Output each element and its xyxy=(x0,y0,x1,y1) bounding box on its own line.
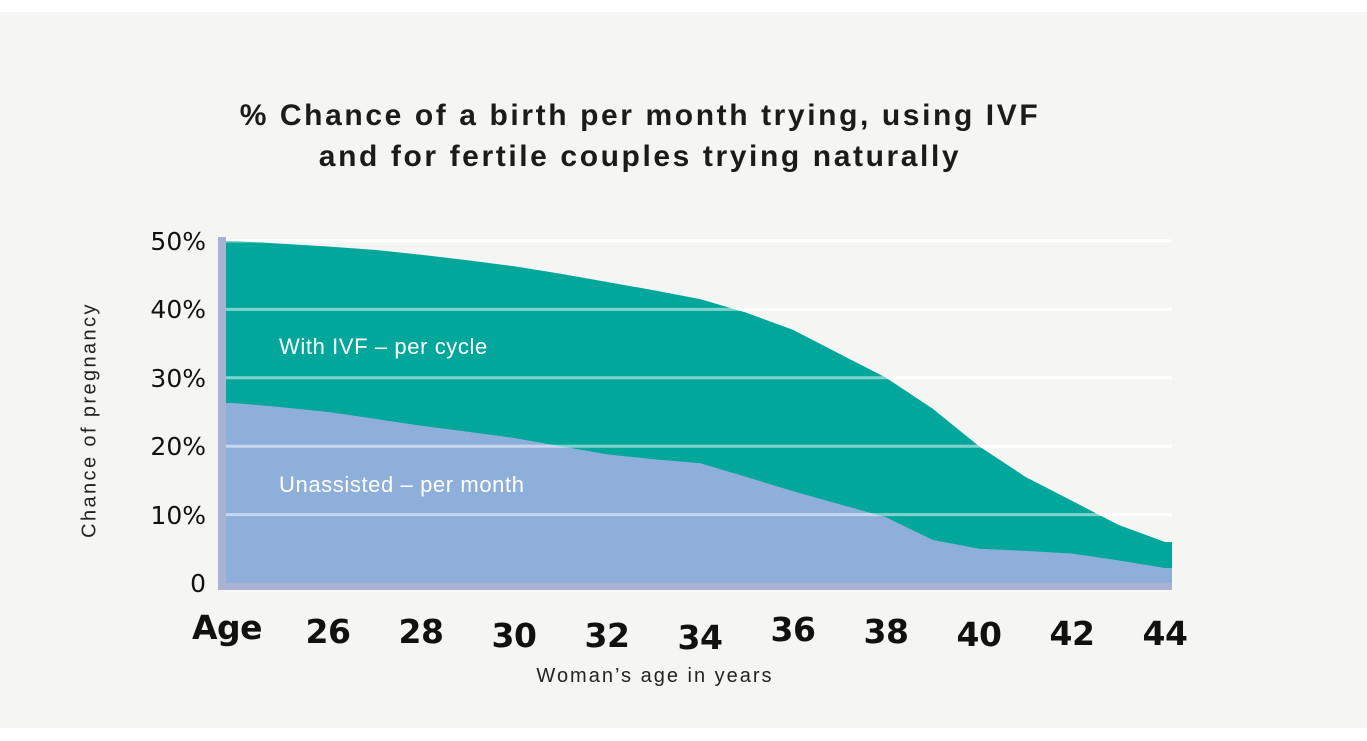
y-tick-label: 10% xyxy=(150,501,206,530)
chart-title-line1: % Chance of a birth per month trying, us… xyxy=(239,99,1041,132)
x-tick-label: 30 xyxy=(491,616,537,655)
y-tick-label: 50% xyxy=(150,227,206,256)
y-tick-label: 30% xyxy=(150,364,206,393)
series-label-ivf: With IVF – per cycle xyxy=(279,334,488,359)
area-series-1 xyxy=(226,403,1172,583)
x-tick-label: 42 xyxy=(1049,614,1095,653)
y-axis-bar xyxy=(218,237,226,590)
x-axis-baseline xyxy=(218,583,1172,590)
x-tick-label: 34 xyxy=(677,618,723,657)
x-tick-label: 32 xyxy=(584,616,630,655)
x-tick-label: 26 xyxy=(305,612,351,651)
x-tick-label-age: Age xyxy=(191,608,263,647)
y-tick-label: 0 xyxy=(190,569,206,598)
y-tick-label: 20% xyxy=(150,432,206,461)
x-tick-label: 40 xyxy=(956,615,1002,654)
y-tick-label: 40% xyxy=(150,295,206,324)
x-tick-label: 38 xyxy=(863,612,909,651)
x-tick-label: 36 xyxy=(770,610,816,649)
x-axis-title: Woman’s age in years xyxy=(536,665,774,687)
x-tick-label: 28 xyxy=(398,612,444,651)
series-label-unassisted: Unassisted – per month xyxy=(279,472,525,497)
x-tick-label: 44 xyxy=(1142,614,1188,653)
chart-title: % Chance of a birth per month trying, us… xyxy=(40,95,1240,177)
chart-title-line2: and for fertile couples trying naturally xyxy=(318,140,962,173)
